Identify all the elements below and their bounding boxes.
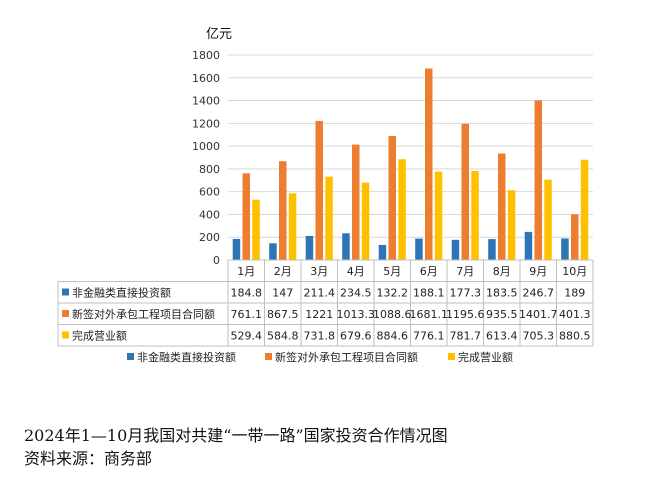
- bar: [325, 176, 333, 260]
- category-label: 4月: [347, 265, 365, 278]
- bar: [488, 239, 496, 260]
- data-label: 183.5: [486, 287, 518, 300]
- y-tick-label: 600: [199, 186, 220, 199]
- data-label: 776.1: [413, 330, 445, 343]
- bar: [288, 193, 297, 260]
- legend-label: 完成营业额: [458, 350, 513, 364]
- series-name: 完成营业额: [72, 329, 127, 343]
- data-label: 613.4: [486, 330, 518, 343]
- bar: [232, 238, 241, 260]
- series-name: 新签对外承包工程项目合同额: [72, 307, 215, 321]
- y-tick-label: 1200: [192, 117, 220, 130]
- data-label: 184.8: [231, 287, 263, 300]
- data-label: 1401.7: [519, 308, 558, 321]
- data-label: 1221: [305, 308, 333, 321]
- data-label: 177.3: [450, 287, 482, 300]
- legend-label: 新签对外承包工程项目合同额: [275, 350, 418, 364]
- category-label: 1月: [237, 265, 255, 278]
- legend-label: 非金融类直接投资额: [137, 350, 236, 364]
- legend-key: [127, 353, 134, 360]
- data-label: 246.7: [523, 287, 555, 300]
- bar-chart: 亿元 0 200 400 600 800 1000 1200 1400 1600 1800 1月 2月 3…: [57, 27, 594, 364]
- data-label: 188.1: [413, 287, 445, 300]
- bar: [544, 179, 552, 260]
- figure-source: 资料来源：商务部: [24, 449, 153, 468]
- data-label: 884.6: [377, 330, 409, 343]
- bar: [571, 214, 579, 260]
- bar: [561, 238, 569, 260]
- bar: [252, 199, 260, 260]
- category-label: 10月: [562, 265, 587, 278]
- data-label: 1088.6: [373, 308, 412, 321]
- data-label: 781.7: [450, 330, 482, 343]
- data-label: 1013.3: [337, 308, 376, 321]
- bar: [352, 144, 360, 260]
- bar: [269, 243, 277, 260]
- data-label: 234.5: [340, 287, 372, 300]
- data-label: 132.2: [377, 287, 409, 300]
- bar: [279, 161, 287, 260]
- category-label: 3月: [310, 265, 328, 278]
- table-legend-key: [62, 331, 69, 339]
- data-label: 731.8: [304, 330, 336, 343]
- data-label: 679.6: [340, 330, 372, 343]
- data-label: 705.3: [523, 330, 555, 343]
- figure-title: 2024年1—10月我国对共建“一带一路”国家投资合作情况图: [24, 426, 448, 445]
- y-tick-label: 1000: [192, 140, 220, 153]
- data-label: 211.4: [304, 287, 336, 300]
- bar: [315, 120, 323, 260]
- bar: [434, 171, 443, 260]
- series-name: 非金融类直接投资额: [72, 286, 171, 300]
- table-legend-key: [62, 310, 69, 317]
- bar: [378, 244, 387, 260]
- bar: [451, 239, 460, 260]
- bar: [305, 235, 314, 260]
- unit-label: 亿元: [206, 27, 232, 42]
- bar: [361, 182, 370, 260]
- category-label: 8月: [493, 265, 511, 278]
- bar: [498, 153, 506, 260]
- legend-key: [448, 353, 455, 360]
- data-label: 1681.1: [410, 308, 449, 321]
- y-tick-label: 400: [199, 208, 220, 221]
- data-label: 584.8: [267, 330, 299, 343]
- data-label: 761.1: [231, 308, 263, 321]
- data-label: 147: [272, 287, 293, 300]
- data-label: 529.4: [231, 330, 263, 343]
- bar: [398, 159, 406, 260]
- bar: [524, 231, 533, 260]
- category-label: 7月: [456, 265, 474, 278]
- bar: [388, 136, 396, 260]
- data-label: 401.3: [559, 308, 591, 321]
- bar: [534, 100, 542, 261]
- bar: [507, 190, 516, 260]
- y-tick-label: 1600: [192, 72, 220, 85]
- bar: [461, 123, 469, 260]
- data-label: 189: [564, 287, 585, 300]
- bar: [425, 68, 433, 261]
- data-label: 867.5: [267, 308, 299, 321]
- legend-key: [265, 353, 272, 360]
- category-label: 5月: [383, 265, 401, 278]
- y-tick-label: 1800: [192, 49, 220, 62]
- category-label: 9月: [529, 265, 547, 278]
- y-tick-label: 800: [199, 163, 220, 176]
- data-label: 1195.6: [446, 308, 485, 321]
- data-label: 935.5: [486, 308, 518, 321]
- bar: [415, 238, 423, 260]
- y-tick-label: 1400: [192, 95, 220, 108]
- bar: [580, 159, 589, 260]
- category-label: 6月: [420, 265, 438, 278]
- category-label: 2月: [274, 265, 292, 278]
- y-tick-label: 200: [199, 231, 220, 244]
- data-label: 880.5: [559, 330, 591, 343]
- bar: [342, 233, 350, 260]
- bar: [242, 173, 250, 260]
- bar: [471, 170, 479, 260]
- y-tick-label: 0: [213, 254, 220, 267]
- table-legend-key: [62, 288, 69, 296]
